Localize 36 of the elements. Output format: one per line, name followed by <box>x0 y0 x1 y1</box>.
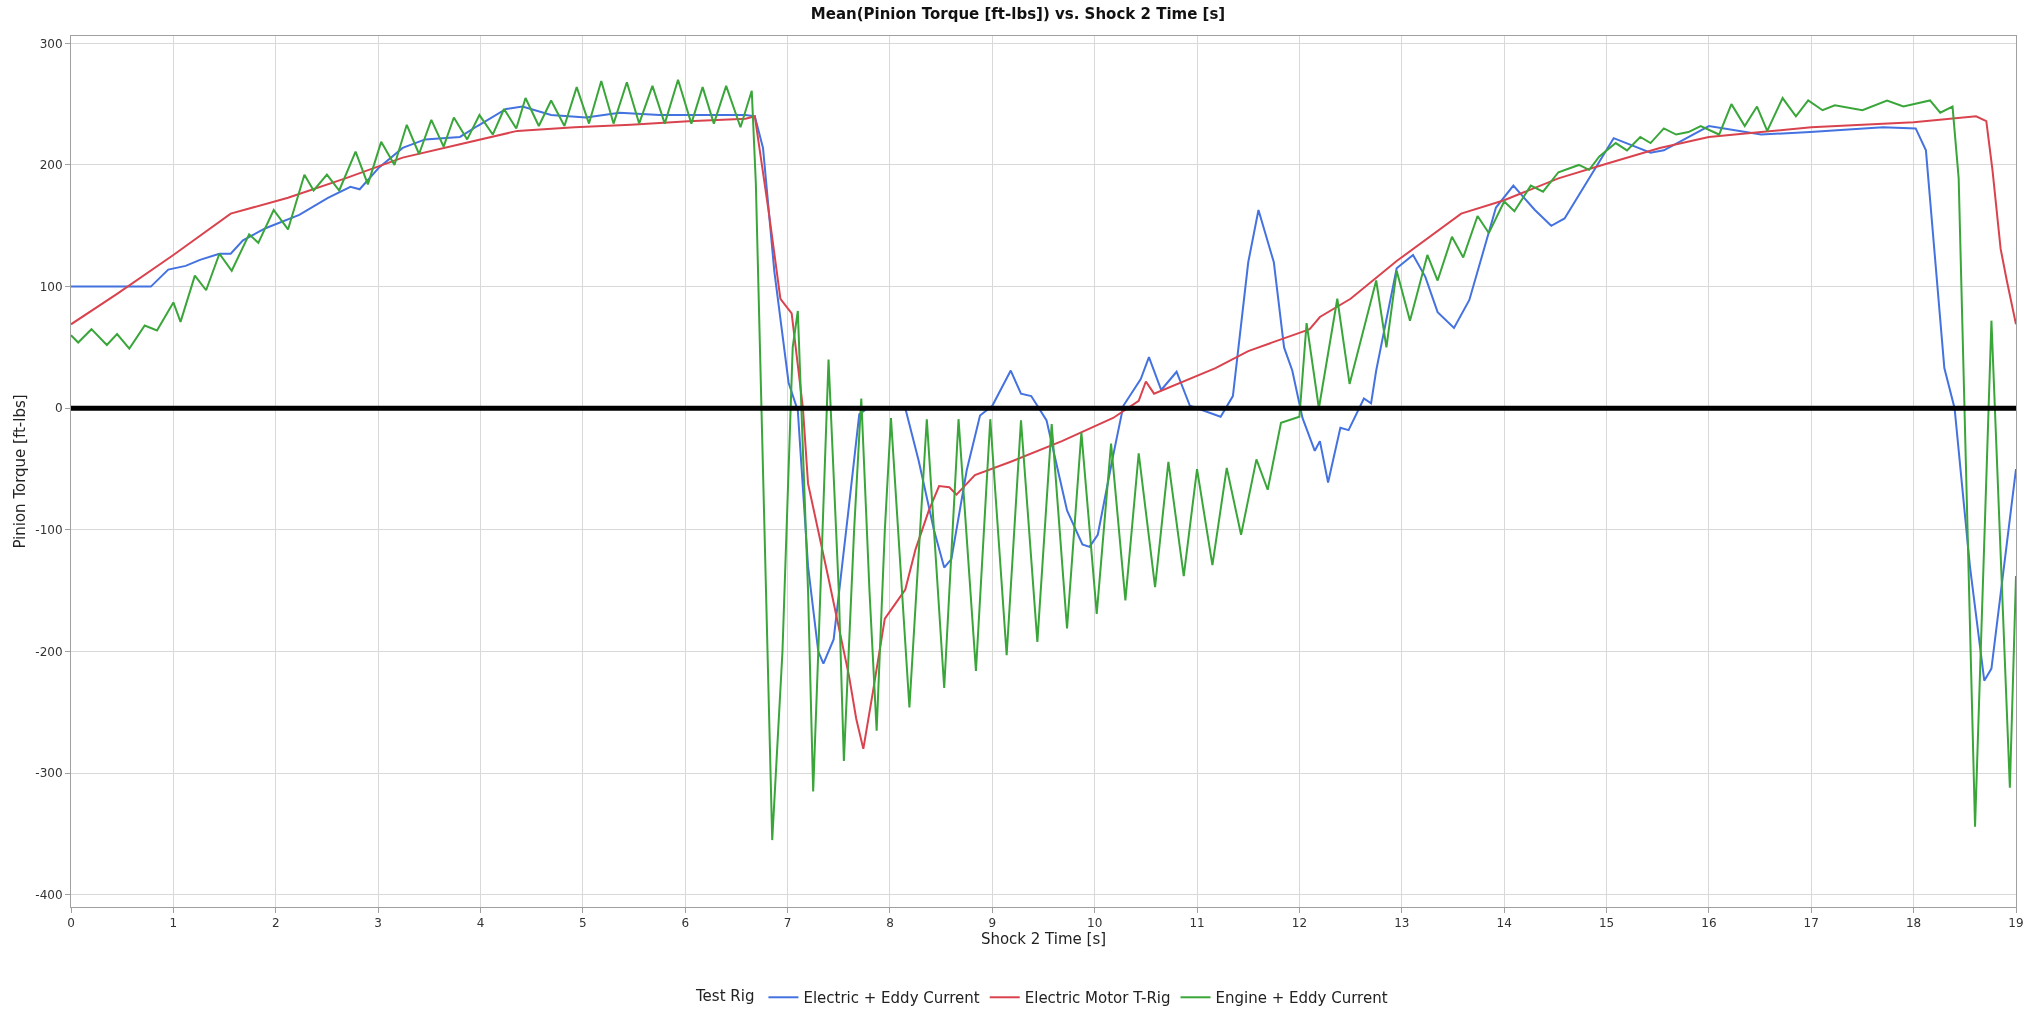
y-tick-label: -300 <box>35 766 63 781</box>
chart-title: Mean(Pinion Torque [ft-lbs]) vs. Shock 2 Time [s] <box>810 4 1226 23</box>
x-tick-label: 2 <box>271 916 280 931</box>
x-tick-label: 5 <box>579 916 587 931</box>
x-axis-title: Shock 2 Time [s] <box>980 930 1107 949</box>
y-tick-label: -200 <box>35 644 63 659</box>
legend-label: Electric + Eddy Current <box>803 989 980 1008</box>
x-tick-label: 12 <box>1291 916 1308 931</box>
x-tick-label: 13 <box>1394 916 1410 931</box>
x-tick-label: 6 <box>681 916 690 931</box>
x-tick-label: 10 <box>1087 916 1103 931</box>
x-tick-label: 19 <box>2008 916 2024 931</box>
line-series <box>71 78 2016 842</box>
y-tick-label: -100 <box>35 523 63 538</box>
y-tick-label: 100 <box>39 279 63 294</box>
x-tick-label: 11 <box>1189 916 1205 931</box>
y-axis-title: Pinion Torque [ft-lbs] <box>10 394 29 549</box>
x-tick-label: 4 <box>476 916 485 931</box>
legend-title: Test Rig <box>695 986 755 1005</box>
legend-label: Electric Motor T-Rig <box>1024 989 1171 1008</box>
y-tick-label: 300 <box>39 36 63 51</box>
x-tick-label: 9 <box>988 916 997 931</box>
x-tick-label: 8 <box>886 916 894 931</box>
y-tick-label: 0 <box>54 401 63 416</box>
y-tick-label: -400 <box>35 888 63 903</box>
x-tick-label: 15 <box>1598 916 1615 931</box>
legend-label: Engine + Eddy Current <box>1215 989 1388 1008</box>
x-tick-label: 0 <box>67 916 75 931</box>
x-tick-label: 7 <box>783 916 792 931</box>
x-tick-label: 14 <box>1496 916 1512 931</box>
x-tick-label: 18 <box>1905 916 1922 931</box>
x-tick-label: 17 <box>1803 916 1819 931</box>
y-tick-label: 200 <box>39 158 63 173</box>
x-tick-label: 1 <box>169 916 178 931</box>
x-tick-label: 3 <box>374 916 382 931</box>
x-tick-label: 16 <box>1701 916 1717 931</box>
